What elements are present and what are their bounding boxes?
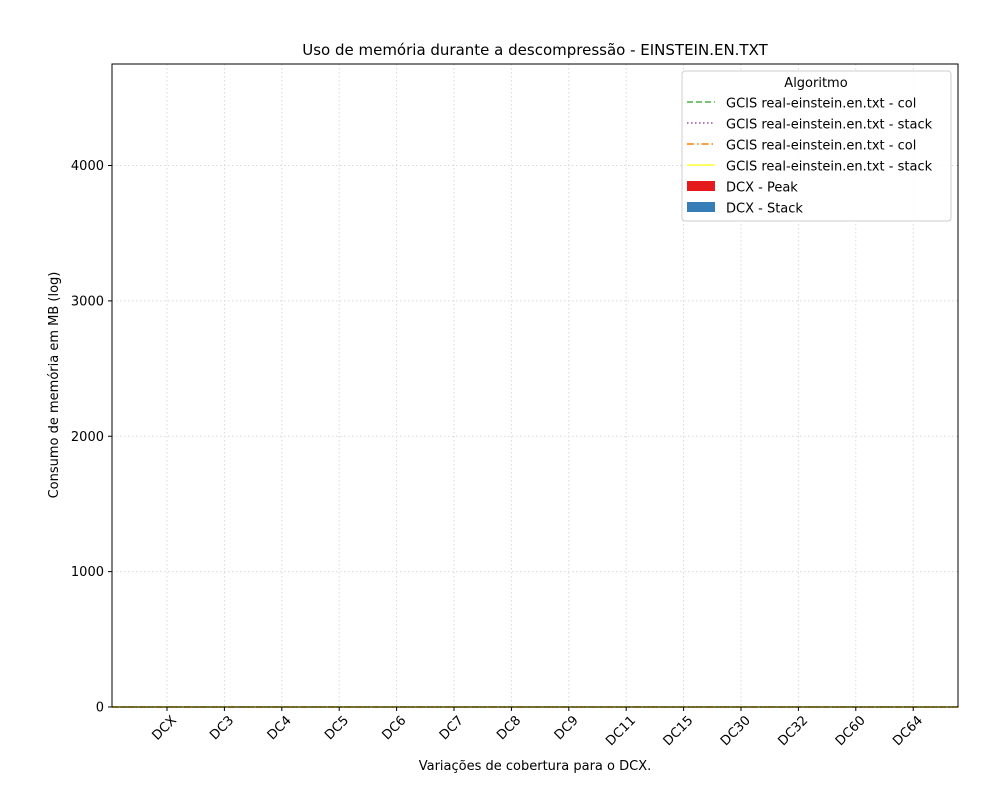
x-tick-label: DC60: [833, 713, 869, 749]
y-axis-label: Consumo de memória em MB (log): [47, 272, 62, 499]
x-tick-label: DC30: [718, 713, 754, 749]
x-tick-label: DC32: [775, 713, 811, 749]
x-tick-label: DC64: [890, 713, 926, 749]
x-axis-label: Variações de cobertura para o DCX.: [419, 759, 652, 774]
legend-title: Algoritmo: [784, 76, 847, 91]
x-tick-label: DC6: [379, 713, 409, 743]
chart-title: Uso de memória durante a descompressão -…: [302, 41, 768, 59]
legend-label: GCIS real-einstein.en.txt - col: [726, 139, 916, 154]
x-tick-label: DC3: [207, 713, 237, 743]
y-tick-label: 3000: [71, 294, 104, 309]
y-tick-label: 4000: [71, 159, 104, 174]
legend-label: DCX - Peak: [726, 181, 798, 196]
x-tick-label: DC7: [437, 713, 467, 743]
y-tick-label: 1000: [71, 565, 104, 580]
x-tick-label: DC15: [661, 713, 697, 749]
x-tick-label: DC5: [322, 713, 352, 743]
x-tick-label: DC9: [552, 713, 582, 743]
legend-bar-swatch: [687, 181, 715, 191]
x-tick-label: DCX: [149, 713, 179, 743]
x-tick-label: DC11: [603, 713, 639, 749]
legend-label: GCIS real-einstein.en.txt - col: [726, 97, 916, 112]
legend-label: GCIS real-einstein.en.txt - stack: [726, 160, 933, 175]
legend-box: [681, 70, 952, 222]
legend-label: DCX - Stack: [726, 202, 803, 217]
legend-bar-swatch: [687, 202, 715, 212]
y-tick-label: 0: [96, 701, 104, 716]
legend-label: GCIS real-einstein.en.txt - stack: [726, 118, 933, 133]
plot-area-frame: [111, 63, 959, 708]
x-tick-label: DC4: [265, 713, 295, 743]
legend: Algoritmo GCIS real-einstein.en.txt - co…: [681, 70, 952, 222]
legend-entries: GCIS real-einstein.en.txt - col GCIS real…: [687, 97, 933, 217]
x-tick-label: DC8: [494, 713, 524, 743]
axes-layer: DCX DC3 DC4 DC5 DC6 DC7 DC8 DC9 DC11 DC15 DC30 DC32…: [71, 159, 926, 749]
y-tick-label: 2000: [71, 430, 104, 445]
